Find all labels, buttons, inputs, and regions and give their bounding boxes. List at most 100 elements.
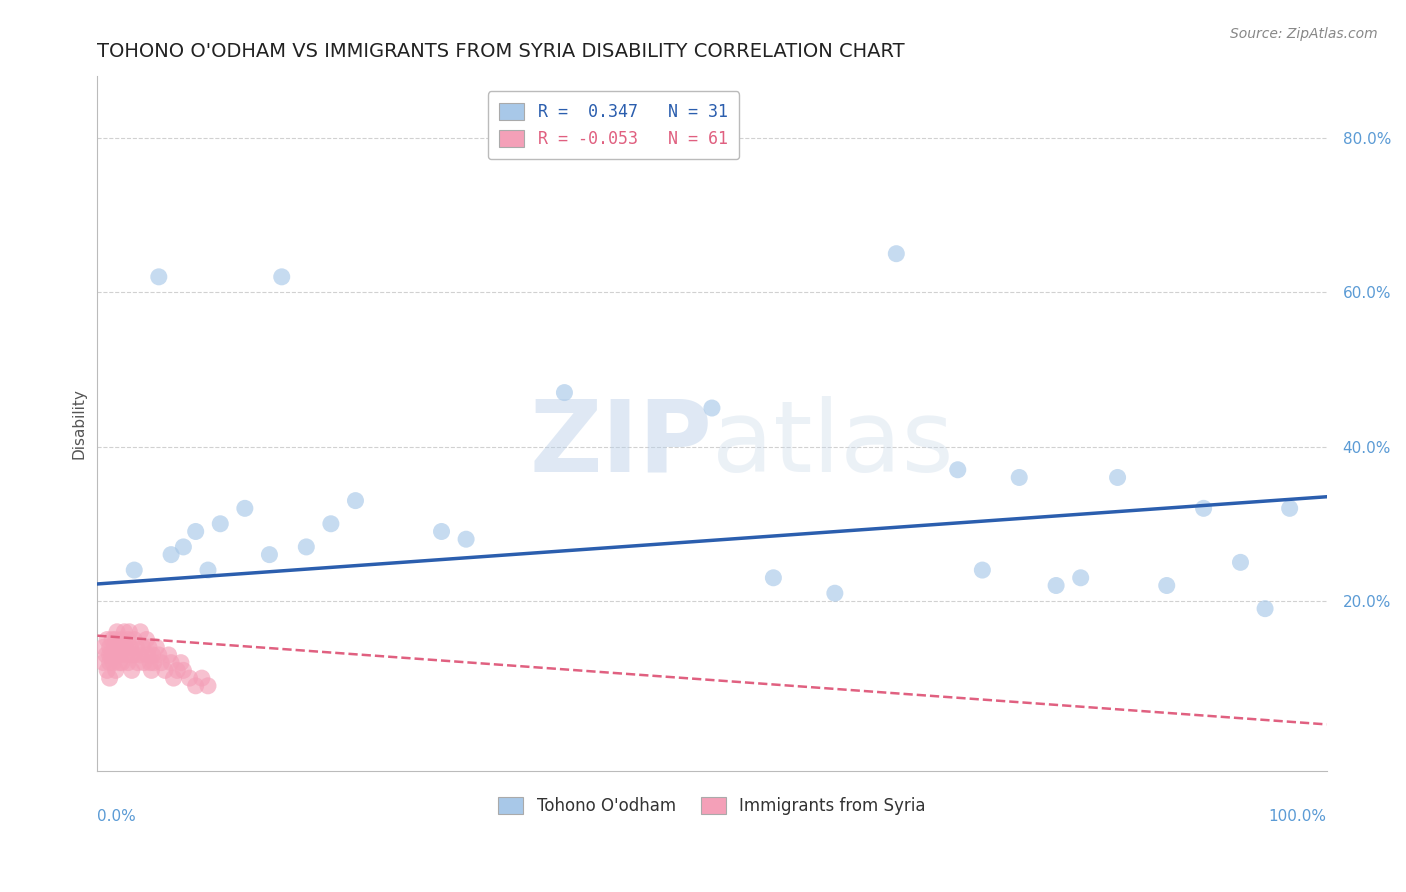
Text: 100.0%: 100.0%: [1268, 809, 1326, 824]
Point: [122, 632, 145, 647]
Point: [700, 401, 723, 415]
Point: [209, 516, 232, 531]
Point: [319, 516, 342, 531]
Point: [103, 640, 125, 655]
Point: [120, 640, 142, 655]
Point: [142, 648, 165, 662]
Point: [129, 648, 152, 662]
Point: [121, 664, 143, 678]
Point: [111, 632, 134, 647]
Point: [430, 524, 453, 539]
Point: [1008, 470, 1031, 484]
Point: [94, 648, 117, 662]
Point: [98, 671, 121, 685]
Point: [762, 571, 785, 585]
Point: [142, 656, 165, 670]
Point: [136, 648, 159, 662]
Point: [105, 624, 128, 639]
Point: [148, 269, 170, 284]
Point: [93, 656, 115, 670]
Point: [101, 648, 124, 662]
Point: [132, 656, 155, 670]
Point: [117, 656, 139, 670]
Text: 0.0%: 0.0%: [97, 809, 136, 824]
Point: [233, 501, 256, 516]
Point: [295, 540, 318, 554]
Point: [107, 640, 129, 655]
Point: [184, 524, 207, 539]
Point: [111, 656, 134, 670]
Point: [166, 664, 188, 678]
Point: [139, 656, 162, 670]
Point: [1107, 470, 1129, 484]
Point: [132, 640, 155, 655]
Point: [141, 664, 163, 678]
Text: atlas: atlas: [711, 396, 953, 492]
Point: [148, 648, 170, 662]
Y-axis label: Disability: Disability: [72, 388, 86, 458]
Point: [456, 532, 478, 546]
Point: [98, 656, 121, 670]
Point: [104, 632, 127, 647]
Point: [172, 664, 194, 678]
Point: [112, 624, 135, 639]
Point: [108, 656, 131, 670]
Point: [122, 563, 145, 577]
Point: [162, 671, 184, 685]
Point: [122, 648, 145, 662]
Point: [127, 656, 149, 670]
Point: [179, 671, 201, 685]
Point: [98, 648, 121, 662]
Point: [111, 640, 134, 655]
Point: [946, 463, 969, 477]
Point: [157, 648, 180, 662]
Point: [96, 664, 118, 678]
Point: [197, 563, 219, 577]
Point: [129, 624, 152, 639]
Point: [153, 664, 176, 678]
Point: [101, 632, 124, 647]
Point: [104, 648, 127, 662]
Point: [125, 640, 148, 655]
Point: [1278, 501, 1301, 516]
Point: [138, 640, 160, 655]
Point: [1070, 571, 1092, 585]
Point: [93, 640, 115, 655]
Text: Source: ZipAtlas.com: Source: ZipAtlas.com: [1230, 27, 1378, 41]
Text: ZIP: ZIP: [529, 396, 711, 492]
Point: [884, 246, 907, 260]
Point: [553, 385, 575, 400]
Point: [1254, 601, 1277, 615]
Point: [972, 563, 994, 577]
Point: [98, 640, 121, 655]
Point: [1192, 501, 1215, 516]
Point: [135, 632, 157, 647]
Text: TOHONO O'ODHAM VS IMMIGRANTS FROM SYRIA DISABILITY CORRELATION CHART: TOHONO O'ODHAM VS IMMIGRANTS FROM SYRIA …: [97, 42, 905, 61]
Legend: Tohono O'odham, Immigrants from Syria: Tohono O'odham, Immigrants from Syria: [492, 790, 932, 822]
Point: [191, 671, 214, 685]
Point: [1229, 555, 1251, 569]
Point: [145, 640, 167, 655]
Point: [824, 586, 846, 600]
Point: [184, 679, 207, 693]
Point: [121, 648, 143, 662]
Point: [172, 540, 194, 554]
Point: [150, 656, 173, 670]
Point: [114, 640, 136, 655]
Point: [160, 656, 183, 670]
Point: [104, 664, 127, 678]
Point: [197, 679, 219, 693]
Point: [1156, 578, 1178, 592]
Point: [115, 648, 138, 662]
Point: [118, 624, 141, 639]
Point: [344, 493, 367, 508]
Point: [1045, 578, 1067, 592]
Point: [117, 632, 139, 647]
Point: [96, 632, 118, 647]
Point: [160, 548, 183, 562]
Point: [108, 648, 131, 662]
Point: [103, 656, 125, 670]
Point: [170, 656, 193, 670]
Point: [270, 269, 292, 284]
Point: [259, 548, 281, 562]
